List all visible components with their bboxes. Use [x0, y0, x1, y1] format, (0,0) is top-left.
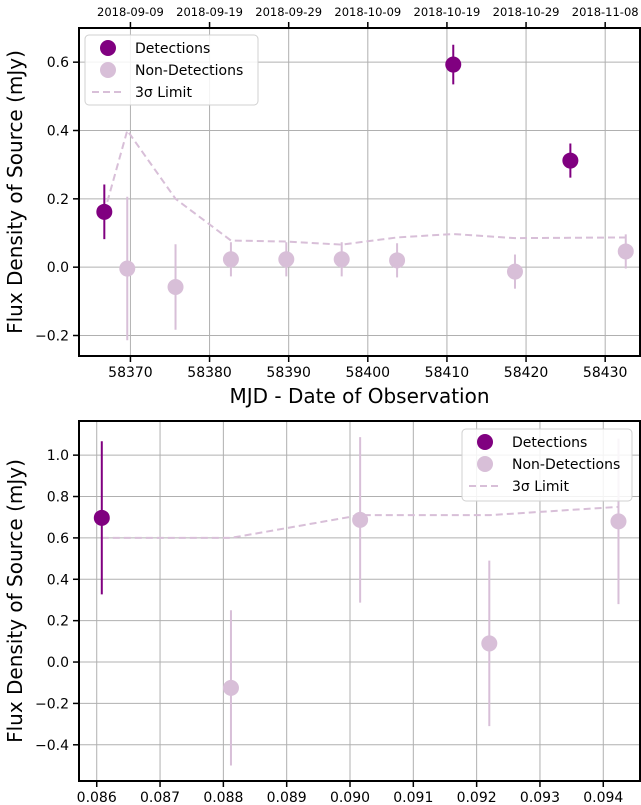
y-tick-label: 0.6 — [47, 55, 69, 71]
x-tick-label: 58430 — [583, 365, 628, 381]
top-tick-label: 2018-09-19 — [176, 5, 243, 19]
non-detection-point — [617, 243, 634, 260]
detection-point — [445, 56, 462, 73]
x-tick-label: 0.086 — [77, 790, 117, 805]
y-tick-label: 0.2 — [47, 192, 69, 208]
non-detection-point — [333, 251, 350, 268]
x-tick-label: 0.091 — [393, 790, 433, 805]
y-tick-label: −0.2 — [35, 329, 69, 345]
x-tick-label: 0.089 — [267, 790, 307, 805]
non-detection-point — [610, 513, 627, 530]
legend-label: Detections — [135, 41, 210, 57]
non-detection-point — [222, 679, 239, 696]
x-tick-label: 0.090 — [330, 790, 370, 805]
top-tick-label: 2018-09-09 — [97, 5, 164, 19]
legend-label: 3σ Limit — [135, 85, 192, 101]
x-tick-label: 58380 — [187, 365, 232, 381]
x-tick-label: 58400 — [346, 365, 391, 381]
x-tick-label: 0.088 — [203, 790, 243, 805]
y-tick-label: 0.2 — [47, 614, 69, 630]
legend-marker-non-detections — [477, 456, 493, 472]
non-detection-point — [278, 251, 295, 268]
plot-frame — [78, 27, 641, 357]
x-tick-label: 58410 — [425, 365, 470, 381]
y-tick-label: 0.6 — [47, 531, 69, 547]
y-tick-label: 0.4 — [47, 124, 69, 140]
y-tick-label: 0.8 — [47, 490, 69, 506]
legend-label: 3σ Limit — [512, 479, 569, 495]
x-tick-label: 58420 — [504, 365, 549, 381]
y-tick-label: 0.0 — [47, 655, 69, 671]
top-tick-label: 2018-10-19 — [414, 5, 481, 19]
detection-point — [562, 152, 579, 169]
x-tick-label: 58370 — [108, 365, 153, 381]
non-detection-point — [352, 511, 369, 528]
non-detection-point — [389, 252, 406, 269]
x-axis-label: MJD - Date of Observation — [229, 384, 489, 408]
x-tick-label: 0.093 — [520, 790, 560, 805]
legend-marker-non-detections — [100, 62, 116, 78]
y-tick-label: 0.4 — [47, 572, 69, 588]
plot-frame — [78, 420, 641, 782]
x-tick-label: 0.094 — [583, 790, 623, 805]
legend-box — [84, 34, 259, 106]
y-axis-label: Flux Density of Source (mJy) — [3, 459, 27, 743]
non-detection-point — [481, 635, 498, 652]
y-tick-label: 1.0 — [47, 448, 69, 464]
bottom-panel: 0.086 0.087 0.088 0.089 0.090 0.091 0.092 0.093… — [3, 420, 641, 805]
top-tick-label: 2018-09-29 — [255, 5, 322, 19]
legend-marker-detections — [100, 40, 116, 56]
top-tick-label: 2018-11-08 — [572, 5, 639, 19]
y-axis-label: Flux Density of Source (mJy) — [3, 50, 27, 334]
x-tick-label: 0.092 — [457, 790, 497, 805]
detection-point — [93, 509, 110, 526]
top-tick-label: 2018-10-29 — [493, 5, 560, 19]
non-detection-point — [119, 260, 136, 277]
non-detection-point — [167, 278, 184, 295]
legend-label: Detections — [512, 435, 587, 451]
legend-box — [461, 428, 633, 502]
limit-line — [103, 128, 626, 246]
y-tick-label: 0.0 — [47, 260, 69, 276]
x-tick-label: 0.087 — [140, 790, 180, 805]
legend-marker-detections — [477, 434, 493, 450]
top-panel: 58370 58380 58390 58400 58410 58420 58430 −0.2 0… — [3, 5, 641, 408]
y-tick-label: −0.4 — [35, 738, 69, 754]
detection-point — [96, 203, 113, 220]
non-detection-point — [222, 251, 239, 268]
x-tick-label: 58390 — [266, 365, 311, 381]
y-tick-label: −0.2 — [35, 696, 69, 712]
non-detection-point — [506, 263, 523, 280]
limit-line — [101, 505, 619, 539]
legend-label: Non-Detections — [135, 63, 243, 79]
legend-label: Non-Detections — [512, 457, 620, 473]
top-tick-label: 2018-10-09 — [334, 5, 401, 19]
